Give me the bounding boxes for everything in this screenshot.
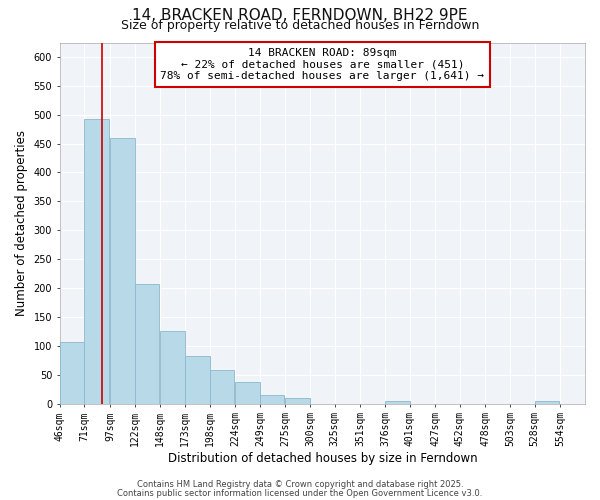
Bar [135, 284, 160, 404]
Text: 14 BRACKEN ROAD: 89sqm
← 22% of detached houses are smaller (451)
78% of semi-de: 14 BRACKEN ROAD: 89sqm ← 22% of detached… [160, 48, 484, 81]
Bar [235, 382, 260, 404]
Text: Contains public sector information licensed under the Open Government Licence v3: Contains public sector information licen… [118, 488, 482, 498]
X-axis label: Distribution of detached houses by size in Ferndown: Distribution of detached houses by size … [167, 452, 477, 465]
Bar [385, 400, 410, 404]
Bar [286, 398, 310, 404]
Bar [209, 370, 234, 404]
Bar [110, 138, 135, 404]
Text: 14, BRACKEN ROAD, FERNDOWN, BH22 9PE: 14, BRACKEN ROAD, FERNDOWN, BH22 9PE [132, 8, 468, 22]
Bar [60, 342, 85, 404]
Bar [535, 400, 559, 404]
Bar [160, 332, 185, 404]
Bar [85, 119, 109, 404]
Bar [185, 356, 209, 404]
Y-axis label: Number of detached properties: Number of detached properties [15, 130, 28, 316]
Text: Contains HM Land Registry data © Crown copyright and database right 2025.: Contains HM Land Registry data © Crown c… [137, 480, 463, 489]
Text: Size of property relative to detached houses in Ferndown: Size of property relative to detached ho… [121, 19, 479, 32]
Bar [260, 396, 284, 404]
